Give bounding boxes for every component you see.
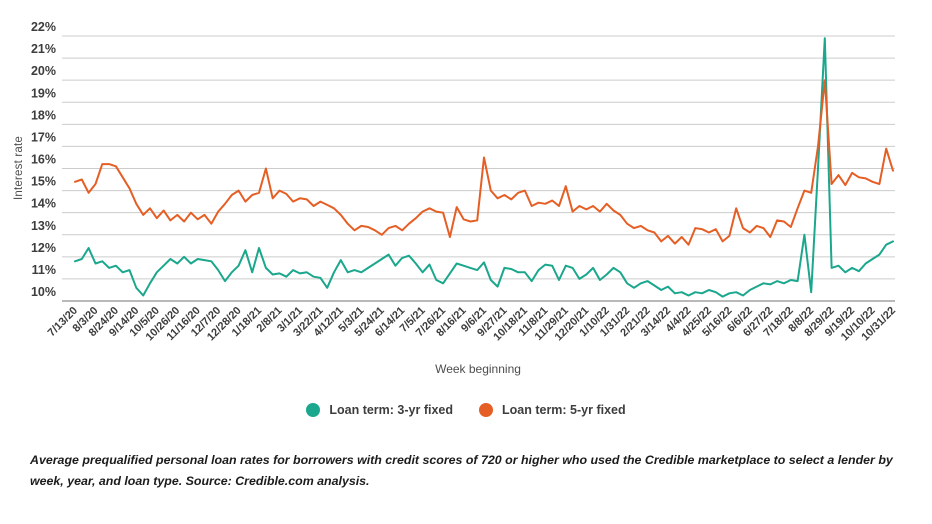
legend-dot-3yr-icon (306, 403, 321, 417)
y-tick-label: 13% (31, 219, 56, 233)
legend-label-3yr: Loan term: 3-yr fixed (329, 403, 453, 417)
y-tick-label: 17% (31, 130, 56, 144)
y-tick-label: 16% (31, 153, 56, 167)
x-axis-labels: 7/13/208/3/208/24/209/14/2010/5/2010/26/… (46, 305, 898, 344)
y-tick-label: 22% (31, 20, 56, 34)
y-tick-label: 12% (31, 241, 56, 255)
y-tick-label: 20% (31, 64, 56, 78)
series-3yr-line (74, 37, 894, 298)
legend-label-5yr: Loan term: 5-yr fixed (502, 403, 626, 417)
series-5yr-line (74, 79, 894, 246)
legend-item-3yr-fixed: Loan term: 3-yr fixed (306, 403, 453, 417)
y-tick-label: 11% (32, 263, 56, 277)
rate-chart-svg: 10% 11% 12% 13% 14% 15% 16% 17% 18% 19% 20% 21% 22% 7… (31, 20, 898, 344)
y-axis-title: Interest rate (13, 136, 25, 200)
y-tick-label: 10% (31, 285, 56, 299)
x-axis-title: Week beginning (435, 362, 521, 376)
y-tick-label: 15% (31, 175, 56, 189)
chart-legend: Loan term: 3-yr fixed Loan term: 5-yr fi… (0, 403, 932, 417)
y-axis-labels: 10% 11% 12% 13% 14% 15% 16% 17% 18% 19% 20% 21% 22% (31, 20, 56, 299)
chart-caption: Average prequalified personal loan rates… (30, 453, 893, 489)
y-tick-label: 14% (31, 197, 56, 211)
legend-dot-5yr-icon (479, 403, 493, 417)
y-tick-label: 21% (31, 42, 56, 56)
gridlines (62, 35, 895, 302)
legend-item-5yr-fixed: Loan term: 5-yr fixed (479, 403, 626, 417)
y-tick-label: 18% (31, 108, 56, 122)
y-tick-label: 19% (31, 86, 56, 100)
